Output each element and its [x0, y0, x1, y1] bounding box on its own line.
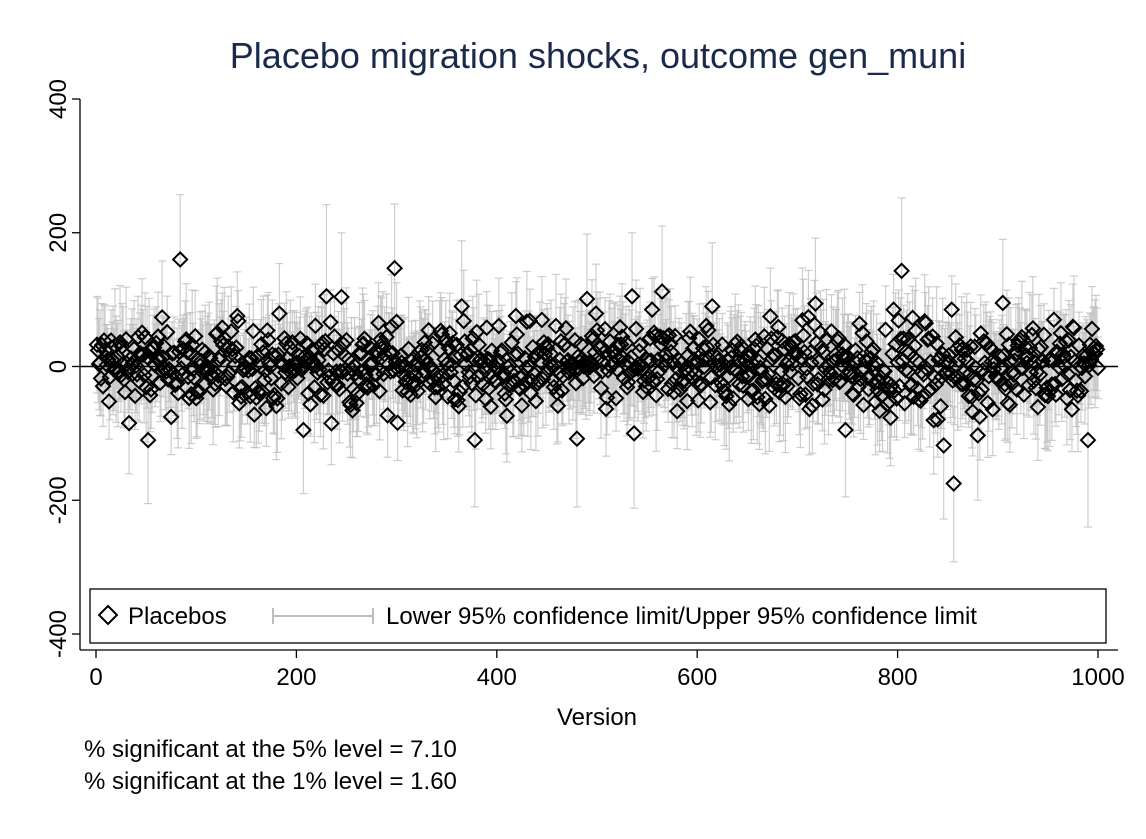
significance-5pct-note: % significant at the 5% level = 7.10	[84, 736, 457, 764]
legend-label-ci: Lower 95% confidence limit/Upper 95% con…	[386, 603, 977, 630]
y-tick-label: 400	[45, 79, 72, 119]
x-axis-title: Version	[557, 704, 637, 731]
x-tick-label: 400	[477, 664, 517, 691]
y-tick-label: -200	[45, 476, 72, 524]
x-tick-label: 600	[677, 664, 717, 691]
legend-label-placebos: Placebos	[128, 603, 227, 630]
placebo-points	[90, 253, 1105, 491]
x-tick-label: 1000	[1071, 664, 1124, 691]
legend: Placebos Lower 95% confidence limit/Upper…	[90, 589, 1106, 643]
y-tick-label: 200	[45, 213, 72, 253]
y-tick-label: 0	[45, 360, 72, 373]
chart-title: Placebo migration shocks, outcome gen_mu…	[230, 35, 966, 76]
y-tick-label: -400	[45, 610, 72, 658]
x-tick-label: 800	[878, 664, 918, 691]
significance-1pct-note: % significant at the 1% level = 1.60	[84, 768, 457, 796]
x-tick-label: 200	[276, 664, 316, 691]
x-tick-label: 0	[89, 664, 102, 691]
